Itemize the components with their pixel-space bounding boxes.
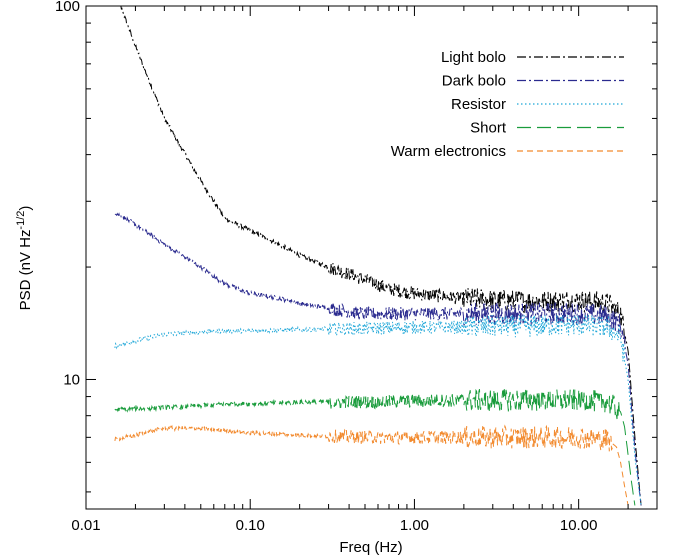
series-line-2	[114, 314, 642, 506]
ticks-layer	[85, 5, 658, 509]
x-axis-title: Freq (Hz)	[339, 539, 402, 556]
y-tick-label-0: 10	[63, 371, 80, 388]
x-tick-label-0: 0.01	[71, 517, 100, 534]
legend-label-4: Warm electronics	[391, 143, 506, 160]
plot-frame	[85, 5, 658, 510]
series-layer	[114, 6, 642, 506]
series-line-1	[114, 212, 642, 506]
series-line-4	[114, 424, 629, 506]
y-axis-title-main: PSD (nV Hz	[17, 230, 34, 311]
legend-label-0: Light bolo	[441, 49, 506, 66]
y-axis-title-superscript: -1/2	[15, 211, 27, 230]
x-tick-label-3: 10.00	[560, 517, 598, 534]
y-axis-title: PSD (nV Hz-1/2)	[15, 206, 34, 311]
tick-labels: 0.01 0.10 1.00 10.00 10 100	[55, 0, 597, 534]
series-line-0	[120, 6, 642, 506]
legend-label-3: Short	[470, 120, 507, 137]
x-tick-label-1: 0.10	[236, 517, 265, 534]
series-line-3	[114, 387, 636, 506]
y-tick-label-1: 100	[55, 0, 80, 15]
legend-label-2: Resistor	[451, 96, 506, 113]
legend-label-1: Dark bolo	[442, 73, 506, 90]
x-tick-label-2: 1.00	[400, 517, 429, 534]
legend: Light bolo Dark bolo Resistor Short Warm ele…	[391, 49, 624, 160]
y-axis-title-close: )	[17, 206, 34, 211]
